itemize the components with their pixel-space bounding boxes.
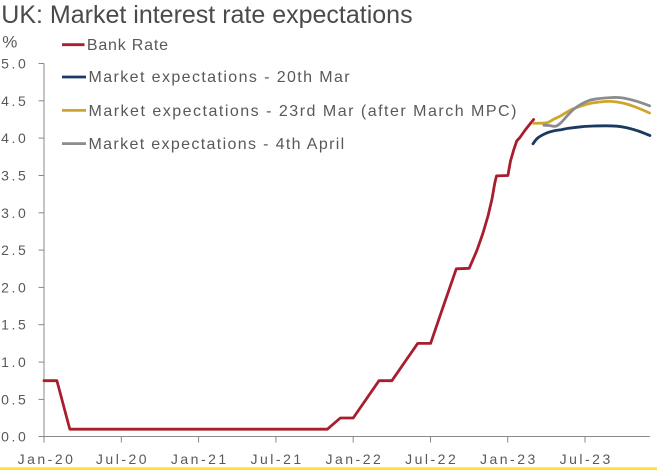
- svg-text:Jan-21: Jan-21: [171, 451, 229, 467]
- svg-text:Market expectations - 4th Apri: Market expectations - 4th April: [89, 136, 346, 153]
- svg-text:5.0: 5.0: [1, 56, 28, 72]
- svg-text:Market expectations - 23rd Mar: Market expectations - 23rd Mar (after Ma…: [89, 103, 518, 120]
- svg-text:Market expectations - 20th Mar: Market expectations - 20th Mar: [89, 69, 352, 86]
- svg-text:4.0: 4.0: [1, 130, 28, 146]
- svg-text:Jan-20: Jan-20: [18, 451, 76, 467]
- svg-text:0.5: 0.5: [1, 391, 28, 407]
- svg-text:Jan-22: Jan-22: [325, 451, 383, 467]
- svg-text:Jul-21: Jul-21: [251, 451, 304, 467]
- svg-text:2.0: 2.0: [1, 279, 28, 295]
- svg-text:1.5: 1.5: [1, 317, 28, 333]
- svg-text:3.5: 3.5: [1, 168, 28, 184]
- svg-text:Jan-23: Jan-23: [480, 451, 538, 467]
- svg-text:Jul-22: Jul-22: [405, 451, 458, 467]
- svg-text:1.0: 1.0: [1, 354, 28, 370]
- svg-text:3.0: 3.0: [1, 205, 28, 221]
- svg-text:0.0: 0.0: [1, 429, 28, 445]
- svg-text:%: %: [2, 32, 17, 51]
- svg-text:UK: Market interest rate expec: UK: Market interest rate expectations: [1, 1, 412, 29]
- svg-text:Bank Rate: Bank Rate: [87, 37, 169, 54]
- svg-text:2.5: 2.5: [1, 242, 28, 258]
- svg-text:Jul-23: Jul-23: [560, 451, 613, 467]
- svg-text:4.5: 4.5: [1, 93, 28, 109]
- svg-text:Jul-20: Jul-20: [96, 451, 149, 467]
